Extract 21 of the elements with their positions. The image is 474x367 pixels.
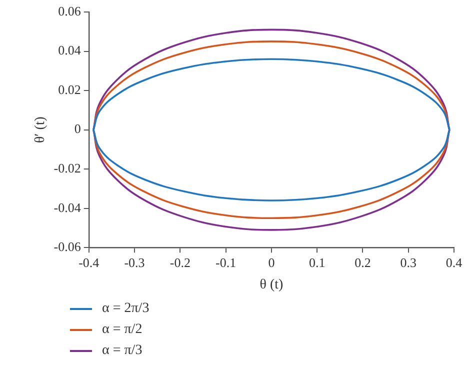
y-tick-label: 0.06 <box>58 3 82 18</box>
y-tick-label: 0.04 <box>58 42 82 58</box>
y-tick-label: -0.04 <box>54 200 82 215</box>
y-axis-title: θ′ (t) <box>33 116 48 144</box>
x-tick-label: 0.3 <box>400 254 416 270</box>
y-tick-label: 0 <box>74 121 81 136</box>
x-tick-label: -0.4 <box>78 254 100 270</box>
legend-label: α = 2π/3 <box>102 300 150 316</box>
x-tick-label: 0 <box>268 254 275 270</box>
x-tick-label: -0.3 <box>124 254 145 270</box>
x-axis-title: θ (t) <box>260 277 284 292</box>
y-tick-label: -0.06 <box>54 239 82 254</box>
legend-label: α = π/3 <box>102 342 142 358</box>
y-tick-label: 0.02 <box>58 82 81 97</box>
x-tick-label: 0.1 <box>308 254 326 270</box>
legend-label: α = π/2 <box>102 322 142 338</box>
x-tick-label: 0.2 <box>354 254 371 270</box>
x-tick-label: 0.4 <box>446 254 463 270</box>
x-tick-label: -0.1 <box>216 254 236 270</box>
x-tick-label: -0.2 <box>170 254 190 270</box>
y-tick-label: -0.02 <box>54 160 81 176</box>
